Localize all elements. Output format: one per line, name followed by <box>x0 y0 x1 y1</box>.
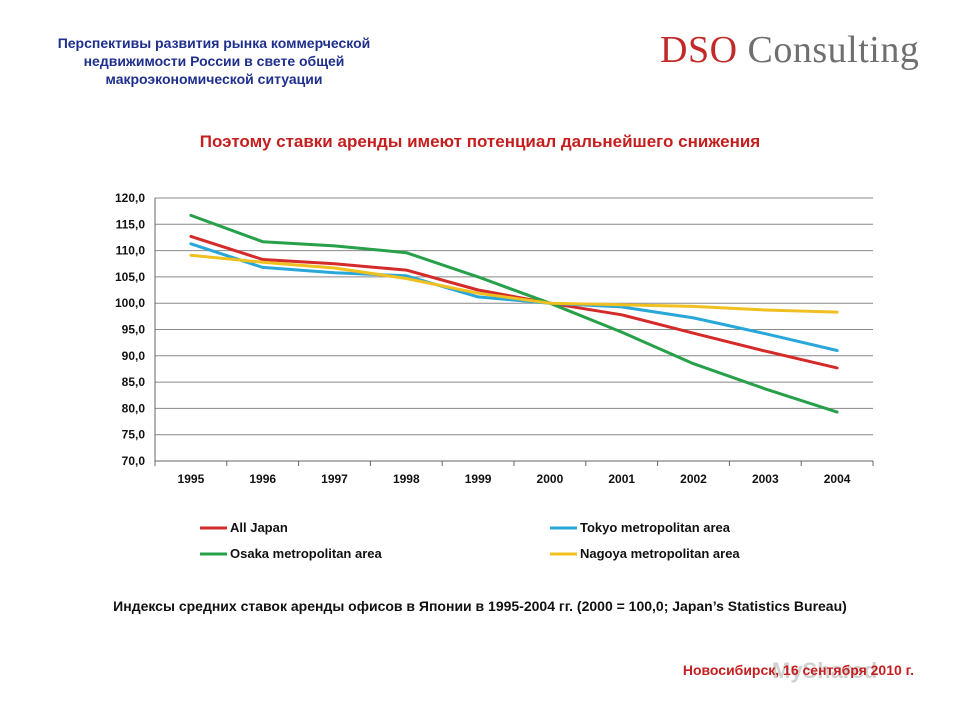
data-point-tokyo-metropolitan-area <box>476 295 480 299</box>
x-tick-label: 1999 <box>465 472 492 486</box>
header-title-line: Перспективы развития рынка коммерческой <box>57 35 371 51</box>
data-point-tokyo-metropolitan-area <box>692 316 696 320</box>
header-title: Перспективы развития рынка коммерческой … <box>24 34 404 88</box>
y-tick-label: 110,0 <box>116 244 146 258</box>
x-tick-label: 2001 <box>608 472 635 486</box>
header-title-line: недвижимости России в свете общей <box>83 53 345 69</box>
data-point-osaka-metropolitan-area <box>261 240 265 244</box>
data-point-osaka-metropolitan-area <box>620 330 624 334</box>
x-tick-label: 1997 <box>321 472 348 486</box>
y-tick-label: 85,0 <box>122 375 146 389</box>
series-line-all-japan <box>189 234 839 370</box>
footer-date: Новосибирск, 16 сентября 2010 г. <box>682 662 914 678</box>
data-point-osaka-metropolitan-area <box>404 251 408 255</box>
data-point-all-japan <box>692 331 696 335</box>
data-point-nagoya-metropolitan-area <box>692 304 696 308</box>
data-point-tokyo-metropolitan-area <box>261 265 265 269</box>
data-point-tokyo-metropolitan-area <box>333 271 337 275</box>
x-tick-label: 1998 <box>393 472 420 486</box>
logo-consulting: Consulting <box>747 29 920 71</box>
data-point-osaka-metropolitan-area <box>333 244 337 248</box>
y-tick-label: 100,0 <box>115 296 145 310</box>
data-point-nagoya-metropolitan-area <box>189 253 193 257</box>
data-point-nagoya-metropolitan-area <box>261 260 265 264</box>
x-tick-label: 2003 <box>752 472 779 486</box>
data-point-all-japan <box>763 349 767 353</box>
chart-caption: Индексы средних ставок аренды офисов в Я… <box>113 598 847 614</box>
legend-label: All Japan <box>230 520 288 535</box>
data-point-all-japan <box>835 366 839 370</box>
legend-label: Osaka metropolitan area <box>230 546 382 561</box>
header-title-line: макроэкономической ситуации <box>105 71 323 87</box>
series-line-nagoya-metropolitan-area <box>189 253 839 314</box>
x-tick-label: 2004 <box>824 472 851 486</box>
data-point-nagoya-metropolitan-area <box>333 266 337 270</box>
watermark: MyShared <box>772 658 878 683</box>
data-point-all-japan <box>189 234 193 238</box>
data-point-tokyo-metropolitan-area <box>835 349 839 353</box>
x-tick-label: 2000 <box>537 472 564 486</box>
y-tick-label: 115,0 <box>116 217 146 231</box>
data-point-tokyo-metropolitan-area <box>189 242 193 246</box>
y-tick-label: 120,0 <box>115 191 145 205</box>
legend-label: Tokyo metropolitan area <box>580 520 731 535</box>
data-point-osaka-metropolitan-area <box>763 387 767 391</box>
dso-consulting-logo: DSO Consulting <box>660 28 919 72</box>
data-point-nagoya-metropolitan-area <box>404 276 408 280</box>
y-tick-label: 90,0 <box>122 349 146 363</box>
data-point-osaka-metropolitan-area <box>835 410 839 414</box>
slide-title: Поэтому ставки аренды имеют потенциал да… <box>199 132 761 151</box>
data-point-tokyo-metropolitan-area <box>763 332 767 336</box>
y-tick-label: 70,0 <box>122 454 146 468</box>
data-point-all-japan <box>333 262 337 266</box>
x-tick-label: 2002 <box>680 472 707 486</box>
data-point-all-japan <box>404 268 408 272</box>
data-point-osaka-metropolitan-area <box>476 275 480 279</box>
x-tick-label: 1996 <box>249 472 276 486</box>
x-tick-label: 1995 <box>178 472 205 486</box>
data-point-all-japan <box>620 313 624 317</box>
data-point-osaka-metropolitan-area <box>189 213 193 217</box>
legend-label: Nagoya metropolitan area <box>580 546 740 561</box>
logo-dso: DSO <box>660 29 738 71</box>
data-point-nagoya-metropolitan-area <box>835 310 839 314</box>
y-tick-label: 75,0 <box>122 428 146 442</box>
data-point-nagoya-metropolitan-area <box>620 303 624 307</box>
data-point-nagoya-metropolitan-area <box>763 308 767 312</box>
data-point-osaka-metropolitan-area <box>692 362 696 366</box>
data-point-nagoya-metropolitan-area <box>548 301 552 305</box>
y-tick-label: 80,0 <box>122 401 146 415</box>
series-line-osaka-metropolitan-area <box>189 213 839 414</box>
y-tick-label: 95,0 <box>122 323 146 337</box>
data-point-nagoya-metropolitan-area <box>476 291 480 295</box>
y-tick-label: 105,0 <box>115 270 145 284</box>
series-line-tokyo-metropolitan-area <box>189 242 839 352</box>
